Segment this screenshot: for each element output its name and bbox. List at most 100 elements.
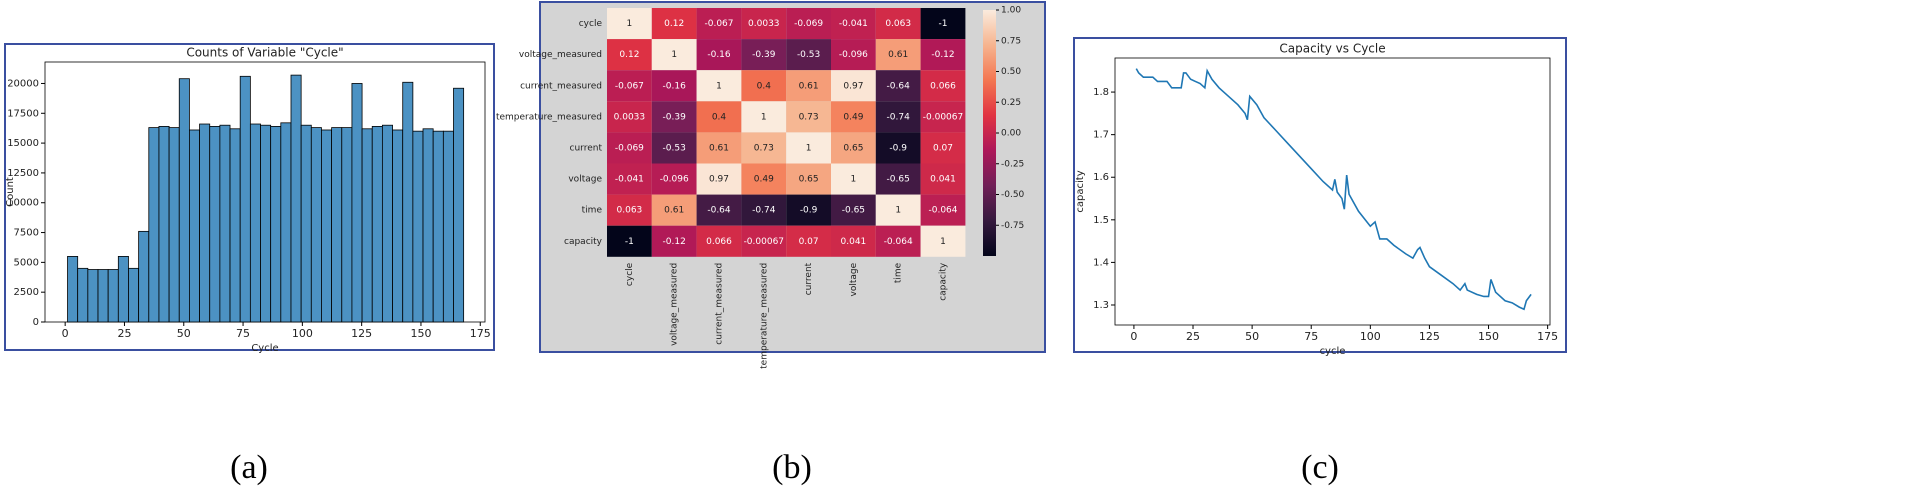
heatmap-cell — [651, 163, 697, 195]
bar — [239, 75, 251, 323]
bar — [189, 129, 200, 323]
column-label: capacity — [939, 262, 949, 301]
colorbar-tick-label: -0.25 — [1001, 159, 1024, 169]
plot-frame — [1114, 57, 1551, 326]
heatmap-cell — [607, 225, 652, 257]
cell-label: 0.49 — [843, 112, 863, 122]
cell-label: -0.39 — [663, 112, 687, 122]
x-tick-label: 75 — [236, 327, 250, 340]
y-tick-label: 17500 — [7, 108, 39, 119]
colorbar — [983, 10, 996, 256]
heatmap-cell — [875, 163, 921, 195]
column-label: current_measured — [715, 263, 725, 345]
cell-label: 0.066 — [930, 81, 956, 91]
bar — [199, 123, 211, 323]
heatmap-cell — [696, 225, 742, 257]
heatmap-cell — [607, 163, 652, 195]
heatmap-cell — [741, 39, 787, 71]
heatmap-cell — [651, 39, 697, 71]
heatmap-cell — [920, 70, 966, 102]
cell-label: -0.53 — [797, 50, 820, 60]
row-label: time — [582, 206, 603, 216]
x-tick-label: 25 — [1186, 330, 1200, 343]
heatmap-cell — [875, 225, 921, 257]
heatmap-cell — [696, 194, 742, 226]
bar — [138, 230, 150, 323]
row-label: current — [570, 143, 603, 153]
heatmap-cell — [696, 101, 742, 133]
cell-label: -0.069 — [615, 143, 644, 153]
cell-label: -0.74 — [887, 112, 911, 122]
x-tick-label: 150 — [1478, 330, 1499, 343]
cell-label: -0.16 — [663, 81, 687, 91]
x-tick-label: 0 — [62, 327, 69, 340]
bar — [371, 126, 383, 323]
y-tick-label: 5000 — [14, 257, 39, 268]
heatmap-cell — [831, 39, 876, 71]
cell-label: 1 — [806, 143, 812, 153]
y-axis-label: Count — [5, 177, 16, 207]
cell-label: -0.096 — [839, 50, 868, 60]
x-tick-label: 0 — [1130, 330, 1137, 343]
chart-title: Counts of Variable "Cycle" — [186, 46, 343, 60]
heatmap-cell — [651, 225, 697, 257]
cell-label: -0.16 — [707, 50, 731, 60]
bar — [107, 269, 119, 323]
y-tick-label: 10000 — [7, 198, 39, 209]
heatmap-cell — [920, 101, 966, 133]
panel-label: (b) — [772, 449, 812, 486]
y-tick-label: 1.8 — [1093, 87, 1109, 98]
bar — [331, 127, 343, 323]
bar — [158, 126, 170, 323]
cell-label: 0.61 — [709, 143, 729, 153]
colorbar-tick-label: -0.75 — [1001, 221, 1024, 231]
cell-label: 0.61 — [799, 81, 819, 91]
bar — [351, 83, 363, 323]
x-tick-label: 125 — [351, 327, 372, 340]
heatmap-cell — [786, 132, 831, 164]
cell-label: 0.73 — [754, 143, 774, 153]
heatmap-cell — [741, 194, 787, 226]
heatmap-cell — [831, 194, 876, 226]
cell-label: 0.0033 — [748, 19, 780, 29]
cell-label: -0.00067 — [923, 112, 963, 122]
chart-title: Capacity vs Cycle — [1279, 42, 1385, 56]
cell-label: -0.9 — [889, 143, 907, 153]
x-axis-label: cycle — [1320, 346, 1346, 357]
cell-label: -0.064 — [928, 206, 957, 216]
row-label: capacity — [564, 237, 603, 247]
bar — [392, 129, 404, 323]
bar — [361, 128, 373, 323]
bar — [178, 78, 190, 323]
bar — [128, 267, 140, 323]
y-tick-label: 1.5 — [1093, 215, 1109, 226]
heatmap-cell — [920, 194, 966, 226]
cell-label: -0.65 — [887, 175, 910, 185]
row-label: cycle — [579, 19, 603, 29]
row-label: voltage — [568, 175, 602, 185]
y-tick-label: 12500 — [7, 168, 39, 179]
column-label: cycle — [625, 262, 635, 286]
cell-label: 0.65 — [799, 175, 819, 185]
cell-label: -0.096 — [660, 175, 689, 185]
colorbar-tick-label: -0.50 — [1001, 190, 1025, 200]
heatmap-cell — [741, 101, 787, 133]
line — [1135, 68, 1532, 311]
bar — [117, 256, 129, 323]
bar — [402, 81, 414, 323]
cell-label: 0.61 — [664, 206, 684, 216]
cell-label: -0.12 — [931, 50, 954, 60]
cell-label: 1 — [716, 81, 722, 91]
y-tick-label: 15000 — [7, 138, 39, 149]
bar — [97, 269, 109, 323]
heatmap-cell — [786, 194, 831, 226]
x-tick-label: 100 — [1360, 330, 1381, 343]
cell-label: 0.61 — [888, 50, 908, 60]
heatmap-cell — [831, 70, 876, 102]
bar — [432, 130, 444, 323]
row-label: voltage_measured — [519, 50, 602, 60]
cell-label: 0.07 — [799, 237, 819, 247]
cell-label: 0.0033 — [614, 112, 646, 122]
heatmap-cell — [786, 8, 831, 40]
cell-label: 0.063 — [617, 206, 643, 216]
